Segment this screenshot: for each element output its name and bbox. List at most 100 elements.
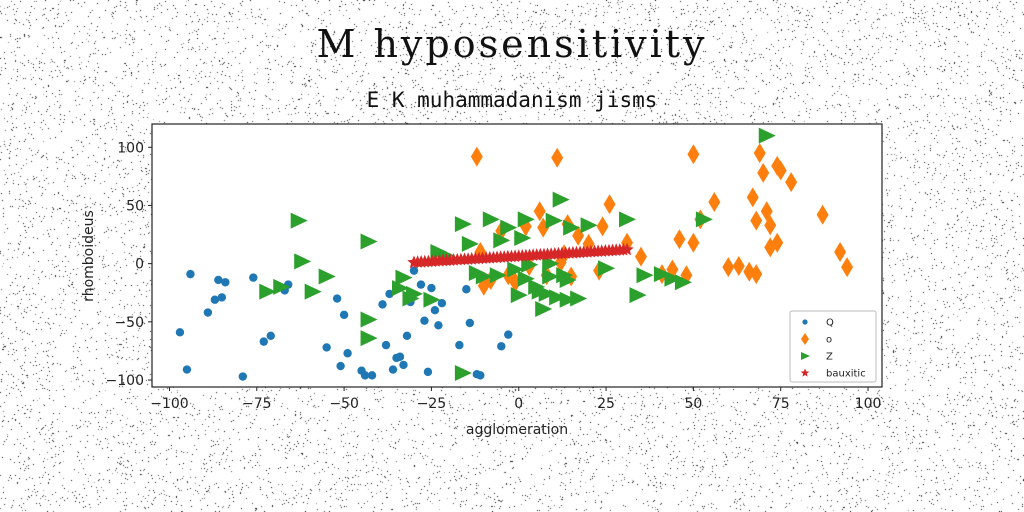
points-layer [175,127,854,382]
point-z-20 [475,268,493,285]
x-tick-label: −100 [150,396,188,412]
point-q-4 [210,295,220,304]
point-bauxitic-59 [620,242,634,256]
point-q-29 [402,331,412,340]
point-z-5 [318,268,336,285]
chart-suptitle: M hyposensitivity [316,22,708,66]
point-q-9 [249,273,258,282]
point-q-32 [416,280,426,289]
point-o-33 [732,255,745,276]
x-axis-label: agglomeration [466,422,568,438]
point-z-51 [664,270,682,287]
point-z-3 [294,253,312,270]
legend-label-q: Q [826,318,834,329]
point-q-22 [378,300,387,309]
point-z-39 [552,191,570,208]
legend-label-bauxitic: bauxitic [826,369,866,380]
point-z-37 [545,212,563,229]
point-q-17 [339,310,349,320]
point-q-33 [420,316,429,325]
point-q-37 [434,321,443,330]
point-z-28 [517,211,535,228]
point-z-12 [405,285,423,302]
legend-label-o: o [826,335,832,346]
y-tick-label: 50 [126,198,144,214]
point-q-35 [427,283,436,293]
point-q-44 [497,342,506,351]
point-z-50 [653,266,671,283]
point-o-44 [771,232,784,253]
y-tick-label: 0 [135,257,144,273]
point-o-0 [470,146,483,167]
point-o-38 [753,143,766,164]
point-q-21 [367,371,377,380]
point-q-5 [214,275,223,285]
point-z-21 [482,211,500,228]
ticks-layer: −100 −75 −50 −25 0 25 50 75 100 −100 −50 0 50 100 [106,140,882,412]
point-z-0 [259,283,277,300]
point-z-8 [360,233,378,250]
x-tick-label: 0 [514,396,523,412]
point-z-46 [598,260,616,277]
point-z-52 [674,274,692,291]
point-q-31 [409,266,419,275]
point-q-8 [238,372,248,381]
plot-frame [151,123,883,388]
point-z-27 [514,230,532,247]
point-q-18 [343,349,352,358]
point-z-23 [493,232,511,249]
point-z-35 [542,255,560,272]
point-z-10 [395,269,413,286]
point-o-45 [774,160,787,181]
point-z-36 [542,268,560,285]
point-q-45 [504,330,513,339]
x-tick-label: −25 [417,396,447,412]
point-z-22 [489,267,507,284]
x-tick-label: −75 [242,396,272,412]
point-z-48 [629,287,647,304]
point-o-26 [673,229,686,250]
point-z-17 [454,216,472,233]
point-q-11 [266,331,275,340]
point-z-54 [758,127,776,144]
point-z-44 [570,290,588,307]
point-o-46 [785,172,798,193]
point-z-25 [507,261,525,278]
point-q-24 [385,289,394,299]
y-axis-label: rhomboideus [81,210,97,302]
point-q-15 [332,294,342,303]
point-q-34 [423,367,433,377]
point-o-20 [596,216,609,237]
point-q-25 [388,365,398,374]
point-q-41 [465,318,475,328]
point-o-32 [722,257,735,278]
point-z-43 [563,219,581,236]
point-q-38 [437,299,447,308]
point-z-6 [360,330,378,347]
legend-marker-z [801,352,810,360]
x-tick-label: −50 [329,396,359,412]
y-tick-label: 100 [117,140,144,156]
point-o-39 [757,162,770,183]
legend-label-z: Z [826,352,833,363]
point-q-7 [221,278,230,287]
point-q-2 [186,269,195,279]
point-o-41 [764,215,777,236]
point-q-23 [381,340,391,350]
point-o-35 [746,187,759,208]
x-tick-label: 75 [772,396,790,412]
point-q-43 [476,371,485,380]
point-q-10 [259,337,268,346]
point-o-23 [634,246,647,267]
point-q-3 [203,308,213,317]
point-z-42 [559,291,577,308]
x-tick-label: 100 [855,396,882,412]
point-o-49 [841,257,854,278]
legend-marker-o [801,333,809,345]
point-z-49 [636,267,654,284]
point-z-7 [360,311,378,328]
point-o-9 [533,201,546,222]
x-tick-label: 25 [597,396,615,412]
point-q-36 [430,305,440,315]
